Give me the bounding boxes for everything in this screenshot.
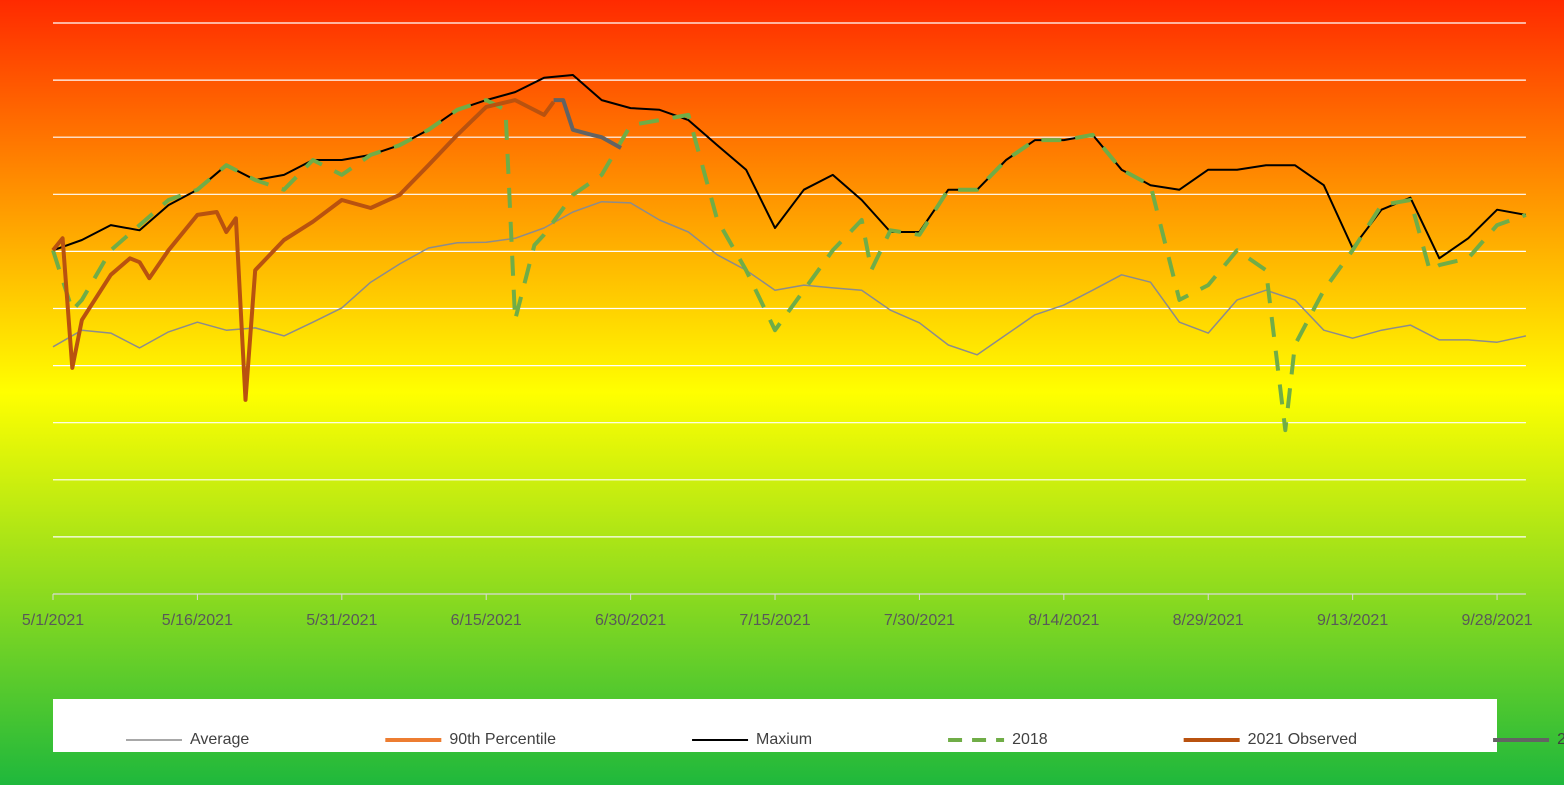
x-tick-label: 6/30/2021 [595,612,666,629]
legend-label: Maxium [756,731,812,748]
x-tick-label: 5/31/2021 [306,612,377,629]
series-line [51,98,1527,433]
x-tick-label: 8/29/2021 [1173,612,1244,629]
x-tick-label: 5/16/2021 [162,612,233,629]
x-tick-label: 5/1/2021 [22,612,84,629]
x-tick-label: 8/14/2021 [1028,612,1099,629]
series-line [52,74,1527,260]
legend: Average 90th Percentile Maxium 2018 2021 Obs… [126,731,1564,748]
series-line [553,98,622,150]
x-tick-label: 7/30/2021 [884,612,955,629]
legend-label: 2018 [1012,731,1048,748]
x-tick-label: 9/13/2021 [1317,612,1388,629]
legend-label: 2021 Observed [1248,731,1357,748]
legend-label: Average [190,731,249,748]
x-tick-label: 7/15/2021 [739,612,810,629]
series-line [51,98,556,402]
x-tick-label: 6/15/2021 [451,612,522,629]
series-line [52,200,1527,356]
x-tick-label: 9/28/2021 [1461,612,1532,629]
legend-label: 2021 Predicted [1557,731,1564,748]
legend-box [53,699,1497,752]
legend-label: 90th Percentile [449,731,556,748]
